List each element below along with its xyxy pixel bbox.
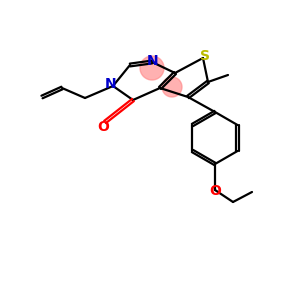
Circle shape xyxy=(140,56,164,80)
Text: O: O xyxy=(97,120,109,134)
Text: N: N xyxy=(105,77,117,91)
Text: O: O xyxy=(209,184,221,198)
Text: N: N xyxy=(147,54,159,68)
Circle shape xyxy=(162,77,182,97)
Text: S: S xyxy=(200,49,210,63)
